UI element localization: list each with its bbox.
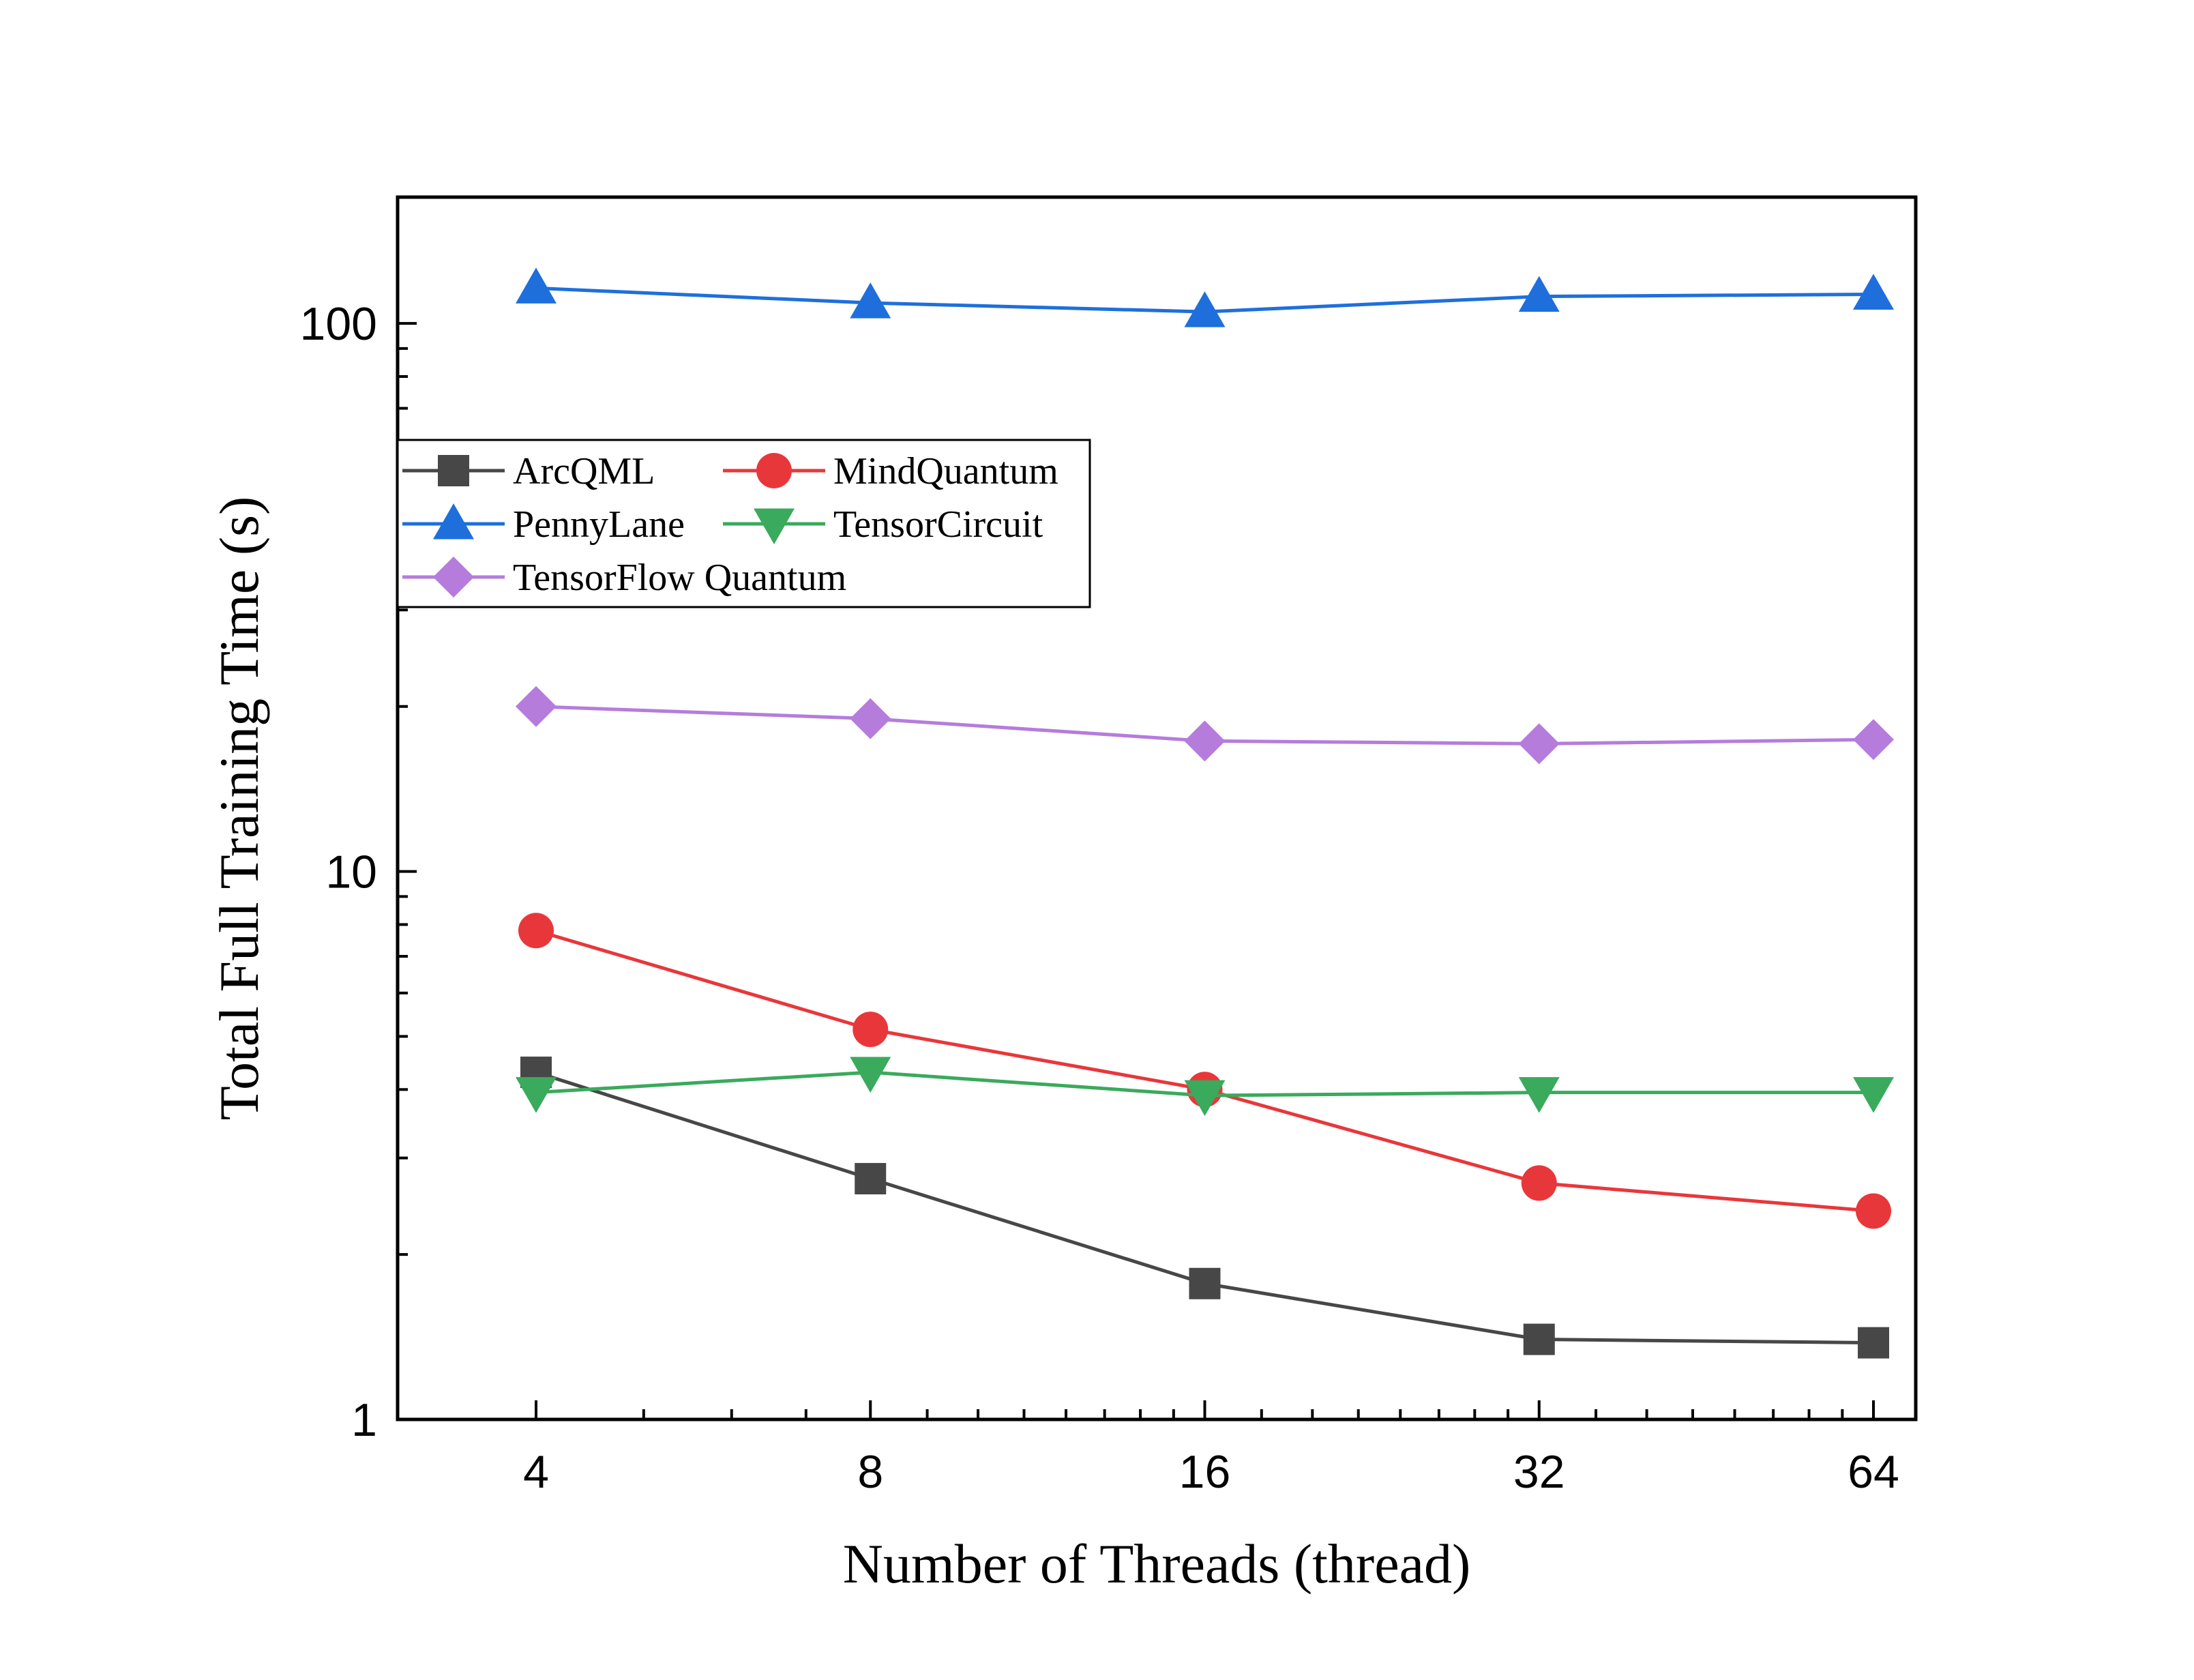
data-point — [516, 1077, 557, 1113]
data-point — [1518, 723, 1560, 765]
data-point — [1853, 274, 1894, 310]
data-point — [850, 698, 891, 739]
x-axis-title: Number of Threads (thread) — [843, 1533, 1471, 1595]
data-point — [850, 1057, 891, 1093]
data-point — [1853, 719, 1894, 761]
legend-item: TensorCircuit — [723, 503, 1043, 546]
legend-marker — [433, 503, 474, 540]
data-point — [1858, 1327, 1889, 1359]
legend-label: PennyLane — [513, 503, 685, 546]
legend-label: MindQuantum — [833, 450, 1058, 492]
data-point — [853, 1012, 889, 1048]
series-tensorflow-quantum — [516, 686, 1894, 765]
y-tick-label: 10 — [325, 846, 377, 898]
data-point — [850, 282, 891, 319]
series-line — [535, 928, 1874, 1213]
y-axis-title: Total Full Training Time (s) — [208, 497, 270, 1121]
data-point — [1184, 1080, 1226, 1117]
plot-frame — [396, 195, 1918, 1421]
data-point — [1189, 1267, 1221, 1299]
x-tick-label: 32 — [1513, 1446, 1565, 1498]
x-tick-label: 64 — [1848, 1446, 1899, 1498]
legend-item: ArcQML — [402, 450, 655, 492]
legend-marker — [433, 557, 474, 598]
data-point — [516, 267, 557, 304]
data-point — [518, 913, 554, 949]
y-tick-label: 1 — [351, 1394, 377, 1446]
legend: ArcQML MindQuantum PennyLane TensorCircuit T… — [396, 439, 1091, 608]
data-point — [516, 686, 557, 727]
data-point — [1523, 1323, 1555, 1355]
data-point — [1856, 1193, 1891, 1229]
x-tick-label: 16 — [1179, 1446, 1231, 1498]
series-tensorcircuit — [516, 1057, 1894, 1117]
data-point — [1853, 1077, 1894, 1113]
legend-item: MindQuantum — [723, 450, 1058, 492]
x-axis-ticks: 4 8 16 32 64 — [523, 1400, 1899, 1498]
data-point — [855, 1163, 887, 1195]
data-point — [1184, 720, 1226, 762]
legend-label: TensorCircuit — [833, 503, 1043, 546]
legend-marker — [756, 453, 792, 488]
data-point — [1184, 291, 1226, 327]
legend-item: PennyLane — [402, 503, 685, 546]
series-pennylane — [516, 267, 1894, 327]
data-point — [1518, 1077, 1560, 1113]
series-mindquantum — [518, 913, 1891, 1229]
legend-label: TensorFlow Quantum — [513, 557, 846, 599]
series-arcqml — [520, 1057, 1889, 1359]
data-point — [1518, 276, 1560, 312]
x-tick-label: 4 — [523, 1446, 549, 1498]
x-tick-label: 8 — [857, 1446, 883, 1498]
legend-label: ArcQML — [513, 450, 655, 492]
series-layer — [516, 267, 1894, 1359]
legend-marker — [438, 455, 469, 486]
legend-item: TensorFlow Quantum — [402, 557, 846, 599]
data-point — [1521, 1165, 1557, 1201]
y-tick-label: 100 — [300, 298, 377, 350]
legend-marker — [754, 508, 795, 544]
